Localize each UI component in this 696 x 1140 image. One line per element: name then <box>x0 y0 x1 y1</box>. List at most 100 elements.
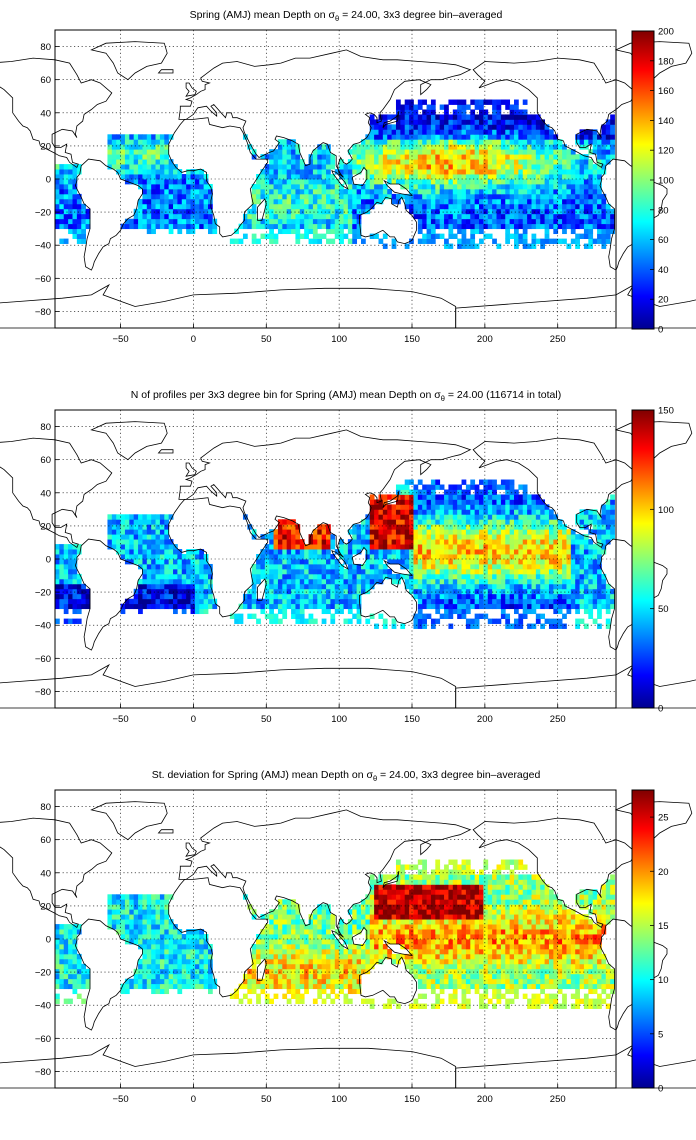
heatmap-cell <box>129 159 135 165</box>
y-tick-label: −20 <box>35 208 51 219</box>
heatmap-cell <box>592 203 598 210</box>
heatmap-cell <box>531 494 537 500</box>
heatmap-cell <box>317 563 323 570</box>
heatmap-cell <box>260 559 266 565</box>
heatmap-cell <box>395 139 401 145</box>
heatmap-cell <box>177 603 183 610</box>
heatmap-cell <box>548 218 554 225</box>
heatmap-cell <box>409 499 414 505</box>
heatmap-cell <box>155 603 161 610</box>
heatmap-cell <box>422 484 427 490</box>
heatmap-cell <box>439 134 445 140</box>
heatmap-cell <box>509 588 515 595</box>
heatmap-cell <box>465 988 471 995</box>
heatmap-cell <box>378 159 384 165</box>
heatmap-cell <box>457 243 462 249</box>
heatmap-cell <box>286 174 292 180</box>
heatmap-cell <box>151 524 156 530</box>
heatmap-cell <box>605 623 611 629</box>
heatmap-cell <box>352 573 358 580</box>
heatmap-cell <box>295 578 301 585</box>
heatmap-cell <box>430 559 436 565</box>
heatmap-cell <box>81 588 86 595</box>
heatmap-cell <box>208 573 213 580</box>
heatmap-cell <box>391 154 397 160</box>
heatmap-cell <box>483 164 489 170</box>
heatmap-cell <box>369 583 375 590</box>
heatmap-cell <box>177 598 183 605</box>
heatmap-cell <box>548 1003 554 1009</box>
heatmap-cell <box>430 99 436 105</box>
heatmap-cell <box>321 554 327 560</box>
heatmap-cell <box>111 164 117 170</box>
heatmap-cell <box>369 554 375 560</box>
heatmap-cell <box>391 174 397 180</box>
heatmap-cell <box>116 544 121 550</box>
heatmap-cell <box>173 198 178 205</box>
heatmap-cell <box>129 983 135 990</box>
heatmap-cell <box>496 554 502 560</box>
heatmap-cell <box>124 149 130 155</box>
heatmap-cell <box>382 124 388 130</box>
heatmap-cell <box>369 198 375 205</box>
heatmap-cell <box>492 169 497 175</box>
heatmap-cell <box>334 228 340 235</box>
heatmap-cell <box>522 179 528 185</box>
heatmap-cell <box>308 544 314 550</box>
heatmap-cell <box>474 134 480 140</box>
heatmap-cell <box>527 568 532 575</box>
heatmap-cell <box>334 198 340 205</box>
heatmap-cell <box>452 973 458 980</box>
heatmap-cell <box>194 169 200 175</box>
heatmap-cell <box>422 529 427 535</box>
heatmap-cell <box>361 583 366 590</box>
heatmap-cell <box>562 238 567 244</box>
heatmap-cell <box>566 588 572 595</box>
heatmap-cell <box>387 559 392 565</box>
heatmap-cell <box>457 174 462 180</box>
heatmap-cell <box>457 124 462 130</box>
heatmap-cell <box>334 208 340 215</box>
heatmap-cell <box>343 593 349 600</box>
heatmap-cell <box>426 208 432 215</box>
heatmap-cell <box>531 539 537 545</box>
heatmap-cell <box>553 573 559 580</box>
heatmap-cell <box>588 554 594 560</box>
heatmap-cell <box>605 583 611 590</box>
heatmap-cell <box>457 509 462 515</box>
heatmap-cell <box>334 993 340 999</box>
heatmap-cell <box>291 164 296 170</box>
heatmap-cell <box>483 983 489 990</box>
heatmap-cell <box>496 213 502 220</box>
heatmap-cell <box>422 588 427 595</box>
heatmap-cell <box>500 164 506 170</box>
heatmap-cell <box>588 164 594 170</box>
heatmap-cell <box>444 603 449 610</box>
heatmap-cell <box>369 144 375 150</box>
heatmap-cell <box>76 203 82 210</box>
heatmap-cell <box>457 973 462 980</box>
heatmap-cell <box>575 514 580 520</box>
heatmap-cell <box>404 489 410 495</box>
heatmap-cell <box>247 593 253 600</box>
heatmap-cell <box>291 539 296 545</box>
heatmap-cell <box>352 188 358 195</box>
heatmap-cell <box>124 218 130 225</box>
heatmap-cell <box>592 129 598 135</box>
heatmap-cell <box>448 154 454 160</box>
heatmap-cell <box>190 608 196 615</box>
heatmap-cell <box>168 179 174 185</box>
heatmap-cell <box>321 149 327 155</box>
heatmap-cell <box>444 193 449 200</box>
heatmap-cell <box>562 149 567 155</box>
heatmap-cell <box>68 554 73 560</box>
heatmap-cell <box>439 973 445 980</box>
heatmap-cell <box>553 179 559 185</box>
heatmap-cell <box>597 183 602 190</box>
heatmap-cell <box>430 1003 436 1009</box>
heatmap-cell <box>562 983 567 990</box>
heatmap-cell <box>164 179 170 185</box>
heatmap-cell <box>605 129 611 135</box>
heatmap-cell <box>483 534 489 540</box>
heatmap-cell <box>304 618 309 624</box>
